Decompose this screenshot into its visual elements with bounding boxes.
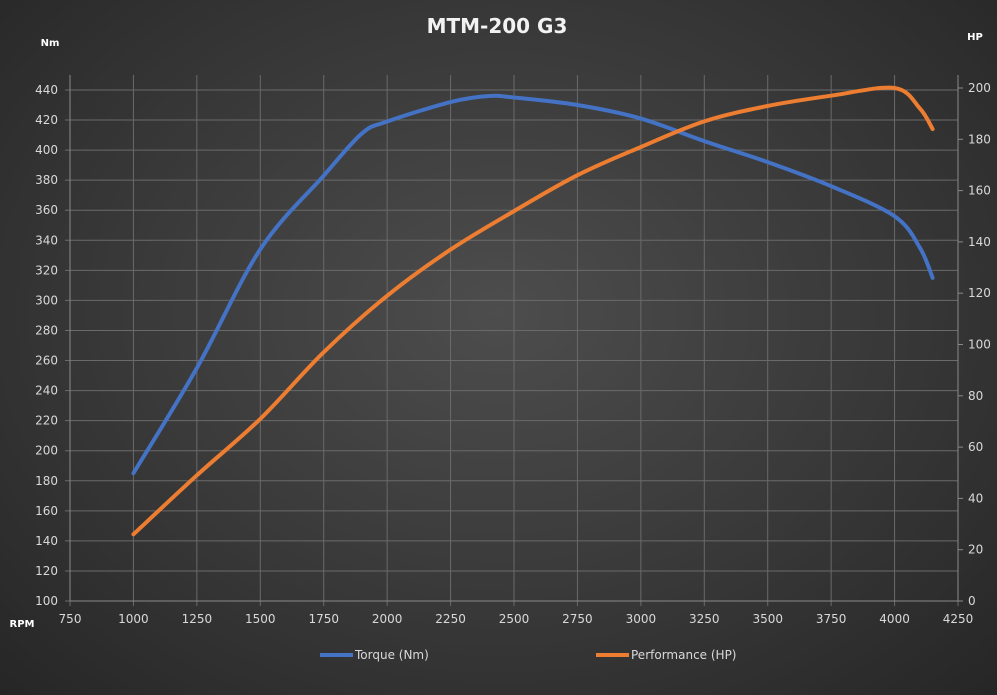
y2-tick-label: 20: [968, 543, 983, 557]
left-axis-label: Nm: [41, 38, 60, 49]
y-tick-label: 440: [35, 83, 58, 97]
x-tick-label: 1000: [118, 612, 149, 626]
x-tick-label: 1250: [182, 612, 213, 626]
y-tick-label: 100: [35, 594, 58, 608]
y2-tick-label: 60: [968, 440, 983, 454]
performance-line: [131, 85, 935, 537]
performance-point: [259, 418, 261, 420]
performance-point: [450, 249, 452, 251]
y-tick-label: 260: [35, 354, 58, 368]
y2-tick-label: 0: [968, 594, 976, 608]
x-tick-label: 2500: [499, 612, 530, 626]
y2-tick-label: 140: [968, 235, 991, 249]
torque-point: [640, 118, 642, 120]
x-tick-label: 4000: [879, 612, 910, 626]
x-tick-label: 1750: [308, 612, 339, 626]
y-tick-label: 320: [35, 263, 58, 277]
performance-point: [932, 128, 934, 130]
legend: Torque (Nm) Performance (HP): [320, 648, 736, 662]
performance-point: [830, 95, 832, 97]
torque-point: [259, 248, 261, 250]
performance-point: [640, 146, 642, 148]
torque-point: [932, 277, 934, 279]
performance-point: [196, 474, 198, 476]
y2-tick-label: 200: [968, 81, 991, 95]
y-tick-label: 200: [35, 444, 58, 458]
y2-tick-label: 40: [968, 491, 983, 505]
performance-point: [894, 87, 896, 89]
torque-line: [131, 93, 935, 476]
x-tick-label: 3250: [689, 612, 720, 626]
y2-tick-label: 120: [968, 286, 991, 300]
x-tick-label: 2750: [562, 612, 593, 626]
chart-title: MTM-200 G3: [427, 14, 568, 38]
torque-point: [488, 95, 490, 97]
torque-point: [196, 367, 198, 369]
y2-tick-label: 100: [968, 338, 991, 352]
torque-point: [386, 121, 388, 123]
legend-label-performance: Performance (HP): [631, 648, 736, 662]
torque-point: [894, 215, 896, 217]
right-axis-label: HP: [967, 32, 983, 43]
torque-point: [513, 96, 515, 98]
y-tick-label: 140: [35, 534, 58, 548]
performance-point: [513, 210, 515, 212]
y-tick-label: 400: [35, 143, 58, 157]
x-tick-label: 3750: [816, 612, 847, 626]
y2-tick-label: 80: [968, 389, 983, 403]
torque-point: [132, 472, 134, 474]
y-tick-label: 240: [35, 384, 58, 398]
torque-point: [361, 133, 363, 135]
y-tick-label: 220: [35, 414, 58, 428]
performance-point: [386, 295, 388, 297]
y-tick-label: 120: [35, 564, 58, 578]
performance-point: [576, 174, 578, 176]
performance-point: [703, 120, 705, 122]
performance-point: [919, 108, 921, 110]
torque-point: [767, 161, 769, 163]
y-tick-label: 420: [35, 113, 58, 127]
performance-point: [132, 533, 134, 535]
x-tick-label: 3000: [626, 612, 657, 626]
torque-point: [703, 140, 705, 142]
performance-point: [767, 105, 769, 107]
x-tick-label: 750: [59, 612, 82, 626]
y-tick-label: 180: [35, 474, 58, 488]
torque-point: [576, 104, 578, 106]
torque-point: [450, 101, 452, 103]
y-tick-label: 380: [35, 173, 58, 187]
y-tick-label: 360: [35, 203, 58, 217]
torque-point: [919, 247, 921, 249]
x-tick-label: 2250: [435, 612, 466, 626]
y-tick-label: 160: [35, 504, 58, 518]
torque-point: [830, 185, 832, 187]
performance-point: [323, 351, 325, 353]
legend-label-torque: Torque (Nm): [354, 648, 429, 662]
torque-point: [323, 175, 325, 177]
y-tick-label: 340: [35, 233, 58, 247]
y-tick-label: 280: [35, 323, 58, 337]
x-tick-label: 2000: [372, 612, 403, 626]
y2-tick-label: 160: [968, 184, 991, 198]
x-tick-label: 3500: [752, 612, 783, 626]
y2-tick-label: 180: [968, 132, 991, 146]
x-axis-label: RPM: [10, 619, 35, 630]
y-tick-label: 300: [35, 293, 58, 307]
x-tick-label: 1500: [245, 612, 276, 626]
x-tick-label: 4250: [943, 612, 974, 626]
